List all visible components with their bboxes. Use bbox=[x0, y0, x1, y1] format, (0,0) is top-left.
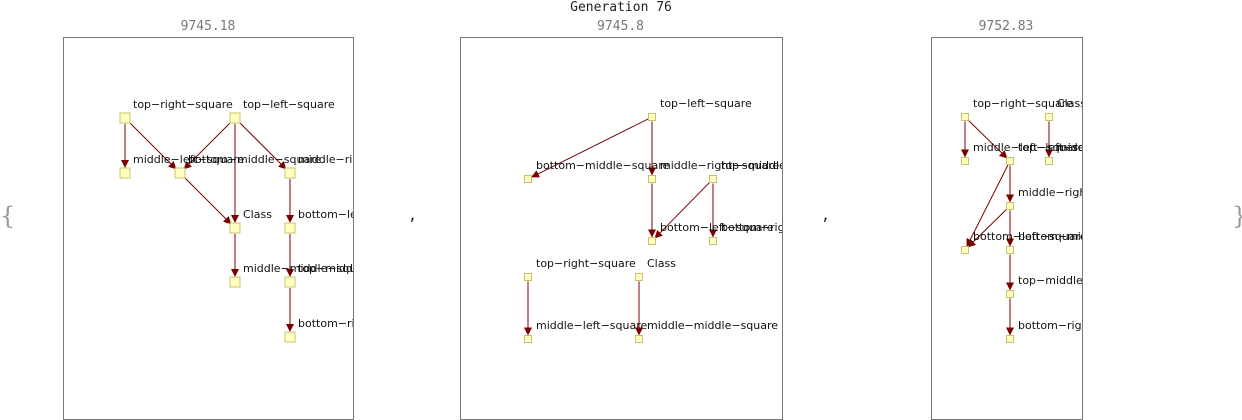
node-brs bbox=[709, 237, 717, 245]
node-mrs bbox=[1006, 202, 1014, 210]
node-label-bls: bottom−left−square bbox=[660, 221, 774, 234]
node-label-tms: top−middle−square bbox=[298, 262, 353, 275]
node-brs bbox=[1006, 335, 1014, 343]
separator-comma-1: , bbox=[408, 206, 418, 224]
node-trs bbox=[119, 112, 131, 124]
node-label-bls: bottom−left−square bbox=[973, 230, 1082, 243]
edge-tls-to-bms bbox=[531, 118, 649, 178]
node-bms bbox=[1006, 246, 1014, 254]
node-label-brs: bottom−right−square bbox=[1018, 319, 1082, 332]
node-label-tls: top−left−square bbox=[243, 98, 335, 111]
node-label-cls: Class bbox=[647, 257, 676, 270]
separator-comma-2: , bbox=[821, 206, 831, 224]
node-label-tms: top−middle−square bbox=[1018, 274, 1082, 287]
node-cls bbox=[229, 222, 241, 234]
node-label-bms: bottom−middle−square bbox=[1018, 230, 1082, 243]
panel-1-score: 9745.18 bbox=[180, 19, 236, 34]
node-mms bbox=[1045, 157, 1053, 165]
node-label-cls: Class bbox=[1057, 97, 1082, 110]
node-label-brs: bottom−right−square bbox=[298, 317, 353, 330]
node-bls bbox=[284, 222, 296, 234]
edge-trs-to-bms bbox=[128, 121, 177, 170]
node-label-tms: top−middle−square bbox=[721, 159, 782, 172]
graph-svg-2: top−left−squarebottom−middle−squaremiddl… bbox=[524, 97, 782, 343]
edge-tls-to-mrs bbox=[238, 121, 287, 170]
node-label-mms: middle−middle−square bbox=[1057, 141, 1082, 154]
edge-tls-to-bls bbox=[966, 164, 1009, 247]
close-brace: } bbox=[1232, 202, 1242, 230]
edge-tms-to-bls bbox=[654, 181, 711, 239]
node-mrs bbox=[648, 175, 656, 183]
node-bls bbox=[648, 237, 656, 245]
node-tms bbox=[284, 276, 296, 288]
open-brace: { bbox=[0, 202, 16, 230]
node-bms bbox=[174, 167, 186, 179]
node-mms bbox=[635, 335, 643, 343]
graph-panel-2: top−left−square bottom−middle−square middl… bbox=[460, 37, 783, 420]
node-mrs bbox=[284, 167, 296, 179]
node-label-brs: bottom−right−square bbox=[721, 221, 782, 234]
node-mls bbox=[119, 167, 131, 179]
node-label-trs: top−right−square bbox=[973, 97, 1073, 110]
node-label-tls: top−left−square bbox=[1018, 141, 1082, 154]
node-label-bms: bottom−middle−square bbox=[188, 153, 321, 166]
node-label-mls: middle−left−square bbox=[973, 141, 1082, 154]
node-label-mrs: middle−right−square bbox=[298, 153, 353, 166]
edge-tls-to-bms bbox=[183, 121, 232, 170]
node-brs bbox=[284, 331, 296, 343]
node-tms bbox=[1006, 290, 1014, 298]
graph-panel-1: top−right−square top−left−square middle−le… bbox=[63, 37, 354, 420]
node-label-trs: top−right−square bbox=[133, 98, 233, 111]
edge-bms-to-cls bbox=[183, 176, 232, 225]
panel-2-score: 9745.8 bbox=[597, 19, 644, 34]
edge-trs-to-tls bbox=[967, 119, 1008, 159]
node-label-trs: top−right−square bbox=[536, 257, 636, 270]
node-mls bbox=[961, 157, 969, 165]
node-trs bbox=[524, 273, 532, 281]
node-tms bbox=[709, 175, 717, 183]
panel-3-score: 9752.83 bbox=[978, 19, 1034, 34]
node-label-mls: middle−left−square bbox=[133, 153, 245, 166]
node-label-mrs: middle−right−square bbox=[660, 159, 780, 172]
graph-svg-1: top−right−square top−left−square middle−le… bbox=[119, 98, 353, 343]
node-tls bbox=[648, 113, 656, 121]
graph-panel-3: top−right−squareClassmiddle−left−squaret… bbox=[931, 37, 1083, 420]
node-label-mms: middle−middle−square bbox=[243, 262, 353, 275]
generation-title: Generation 76 bbox=[570, 0, 672, 15]
graph-svg-3: top−right−squareClassmiddle−left−squaret… bbox=[961, 97, 1082, 343]
node-bms bbox=[524, 175, 532, 183]
node-label-bls: bottom−left−square bbox=[298, 208, 353, 221]
node-label-tls: top−left−square bbox=[660, 97, 752, 110]
edge-mrs-to-bls bbox=[967, 208, 1008, 248]
node-tls bbox=[229, 112, 241, 124]
node-mms bbox=[229, 276, 241, 288]
node-cls bbox=[1045, 113, 1053, 121]
node-label-mls: middle−left−square bbox=[536, 319, 648, 332]
node-label-bms: bottom−middle−square bbox=[536, 159, 669, 172]
node-bls bbox=[961, 246, 969, 254]
node-label-mms: middle−middle−square bbox=[647, 319, 778, 332]
node-label-cls: Class bbox=[243, 208, 272, 221]
node-tls bbox=[1006, 157, 1014, 165]
node-cls bbox=[635, 273, 643, 281]
node-mls bbox=[524, 335, 532, 343]
node-trs bbox=[961, 113, 969, 121]
node-label-mrs: middle−right−square bbox=[1018, 186, 1082, 199]
